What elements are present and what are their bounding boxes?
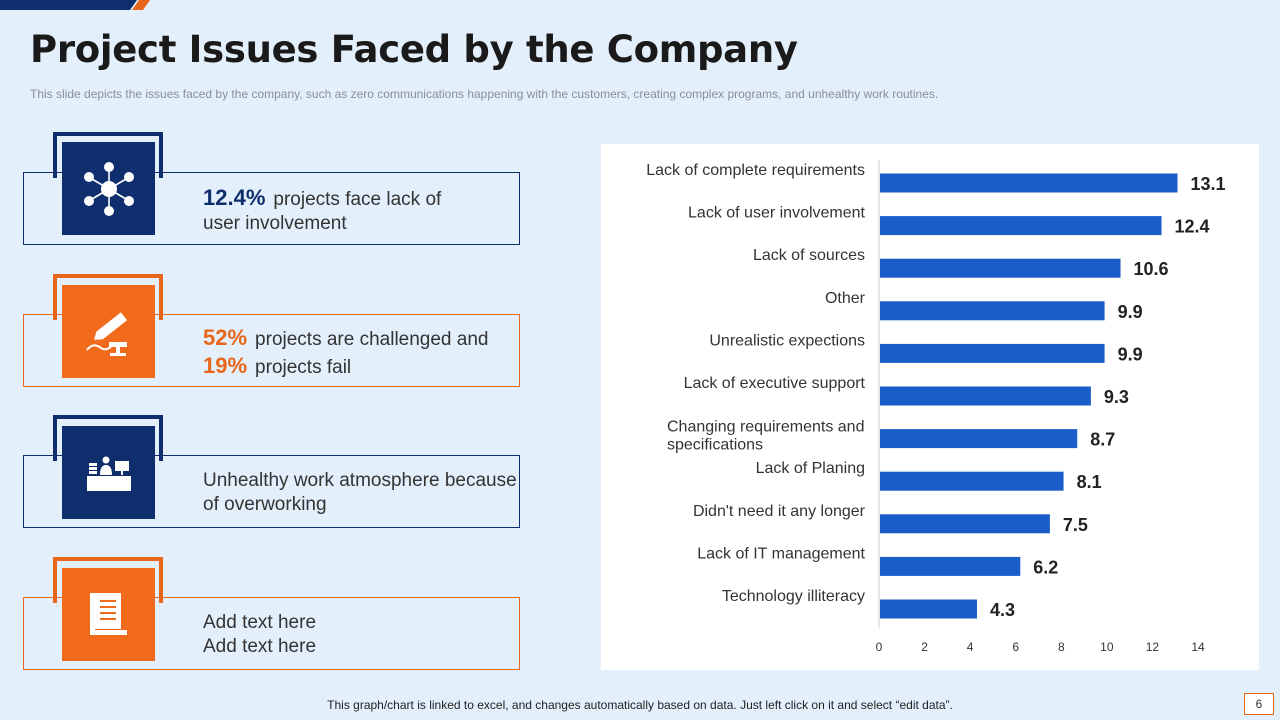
x-tick-label: 8	[1058, 640, 1065, 654]
card-3-line2: of overworking	[203, 494, 327, 515]
data-label: 6.2	[1033, 557, 1058, 577]
page-title: Project Issues Faced by the Company	[30, 28, 798, 71]
category-label: Lack of complete requirements	[646, 162, 865, 179]
card-4-text: Add text here Add text here	[203, 611, 316, 659]
top-accent-stripe	[0, 0, 150, 10]
bar	[880, 386, 1091, 406]
card-1-line1: projects face lack of	[273, 189, 442, 210]
issue-card-challenged-projects	[23, 314, 520, 387]
bar	[880, 471, 1064, 491]
x-tick-label: 4	[967, 640, 974, 654]
data-label: 7.5	[1063, 515, 1088, 535]
card-2-line1: projects are challenged and	[255, 329, 489, 350]
writing-desk-icon	[62, 285, 155, 378]
office-desk-icon	[62, 426, 155, 519]
bar	[880, 301, 1105, 321]
page-number: 6	[1244, 693, 1274, 715]
category-label: Didn't need it any longer	[693, 503, 866, 520]
network-hub-icon	[62, 142, 155, 235]
card-2-percent-1: 52%	[203, 325, 248, 350]
footer-note: This graph/chart is linked to excel, and…	[327, 698, 953, 712]
data-label: 12.4	[1175, 217, 1210, 237]
icon-frame	[53, 132, 163, 178]
data-label: 9.9	[1118, 302, 1143, 322]
issue-card-work-atmosphere	[23, 455, 520, 528]
card-1-percent: 12.4%	[203, 185, 266, 210]
data-label: 9.9	[1118, 344, 1143, 364]
category-label: Lack of Planing	[756, 460, 865, 477]
category-label: Other	[825, 290, 866, 307]
x-tick-label: 10	[1100, 640, 1114, 654]
bar	[880, 599, 977, 619]
category-label: Changing requirements and specifications	[667, 419, 864, 454]
bar	[880, 429, 1078, 449]
card-2-text: 52% projects are challenged and 19% projec…	[203, 326, 488, 382]
bar	[880, 343, 1105, 363]
card-1-line2: user involvement	[203, 213, 347, 234]
bar	[880, 216, 1162, 236]
data-label: 8.7	[1090, 430, 1115, 450]
category-label: Unrealistic expections	[709, 332, 865, 349]
x-tick-label: 2	[921, 640, 928, 654]
data-label: 9.3	[1104, 387, 1129, 407]
x-tick-label: 6	[1012, 640, 1019, 654]
bar-chart: 13.1 Lack of complete requirements 12.4 Lac…	[646, 160, 1226, 654]
icon-frame	[53, 274, 163, 320]
category-label: Lack of sources	[753, 247, 865, 264]
card-1-text: 12.4% projects face lack of user involvem…	[203, 186, 441, 236]
bar	[880, 556, 1021, 576]
card-3-line1: Unhealthy work atmosphere because	[203, 470, 517, 491]
icon-frame	[53, 415, 163, 461]
card-2-percent-2: 19%	[203, 353, 248, 378]
bar	[880, 514, 1050, 534]
page-subtitle: This slide depicts the issues faced by t…	[30, 87, 939, 101]
card-3-text: Unhealthy work atmosphere because of ove…	[203, 469, 517, 517]
data-label: 13.1	[1190, 174, 1225, 194]
bar	[880, 173, 1178, 193]
card-4-line1: Add text here	[203, 612, 317, 633]
issue-card-user-involvement	[23, 172, 520, 245]
category-label: Lack of IT management	[697, 545, 865, 562]
category-label: Lack of user involvement	[688, 205, 866, 222]
data-label: 8.1	[1077, 472, 1102, 492]
bar	[880, 258, 1121, 278]
icon-frame	[53, 557, 163, 603]
data-label: 4.3	[990, 600, 1015, 620]
chart-panel: 13.1 Lack of complete requirements 12.4 Lac…	[601, 144, 1259, 670]
x-tick-label: 0	[876, 640, 883, 654]
category-label: Lack of executive support	[684, 375, 866, 392]
x-tick-label: 12	[1146, 640, 1160, 654]
card-4-line2: Add text here	[203, 636, 317, 657]
issue-card-add-text	[23, 597, 520, 670]
data-label: 10.6	[1134, 259, 1169, 279]
category-label: Technology illiteracy	[722, 588, 865, 605]
card-2-line2: projects fail	[255, 357, 352, 378]
x-tick-label: 14	[1191, 640, 1205, 654]
book-icon	[62, 568, 155, 661]
